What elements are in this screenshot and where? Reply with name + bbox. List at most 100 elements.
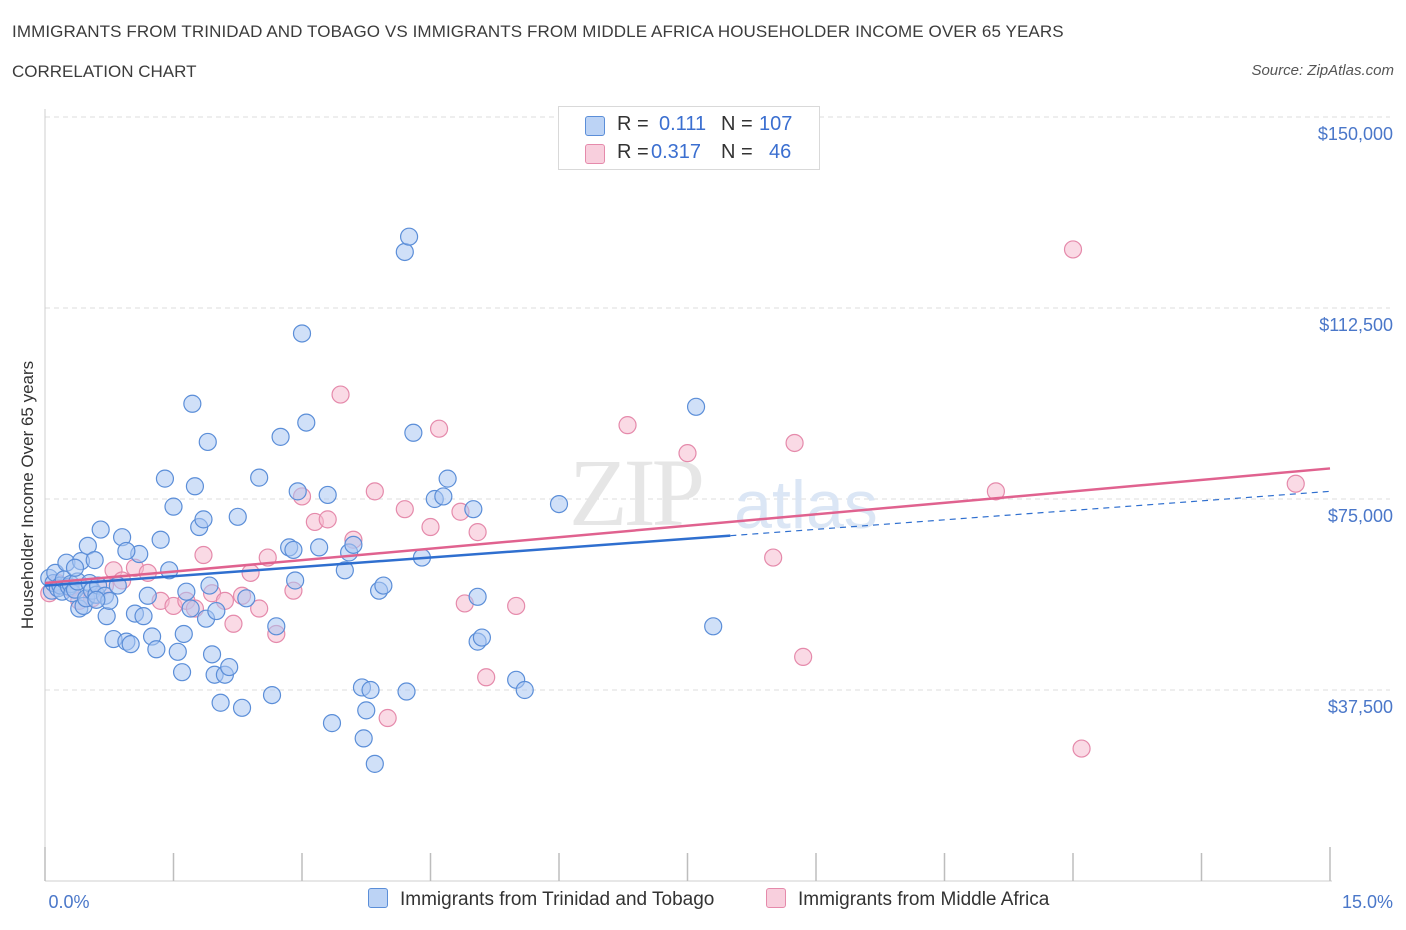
legend-r-label: R =: [617, 113, 649, 135]
trinidad-tobago-point: [267, 617, 286, 636]
watermark: ZIP atlas: [569, 439, 878, 546]
y-tick-label: $75,000: [1328, 506, 1393, 526]
trinidad-tobago-point: [168, 642, 187, 661]
middle-africa-point: [477, 668, 496, 687]
y-tick-label: $37,500: [1328, 697, 1393, 717]
middle-africa-point: [429, 419, 449, 438]
middle-africa-point: [194, 545, 213, 565]
trinidad-tobago-point: [147, 640, 166, 659]
x-tick-label: 15.0%: [1342, 892, 1393, 912]
middle-africa-point: [395, 500, 414, 519]
trinidad-tobago-point: [194, 510, 213, 529]
trinidad-tobago-point: [138, 586, 157, 605]
trinidad-tobago-point: [357, 701, 376, 720]
trinidad-tobago-point: [87, 590, 106, 609]
middle-africa-point: [618, 416, 637, 435]
trinidad-tobago-point: [155, 469, 175, 488]
middle-africa-point: [764, 548, 783, 567]
bottom-legend-middle-africa: Immigrants from Middle Africa: [766, 888, 1049, 911]
trinidad-tobago-point: [185, 477, 205, 496]
trinidad-tobago-point: [237, 589, 256, 608]
middle-africa-point: [1072, 739, 1091, 758]
trinidad-tobago-point: [515, 680, 534, 700]
trinidad-tobago-point: [211, 693, 230, 712]
trinidad-tobago-point: [172, 663, 192, 682]
trinidad-tobago-point: [438, 469, 457, 488]
trinidad-tobago-point: [65, 558, 85, 577]
middle-africa-point: [785, 433, 804, 453]
trinidad-tobago-point: [374, 576, 393, 595]
bottom-legend-trinidad: Immigrants from Trinidad and Tobago: [368, 888, 714, 911]
middle-africa-point: [678, 444, 697, 463]
trinidad-tobago-point: [310, 538, 329, 557]
trinidad-tobago-point: [198, 432, 217, 452]
middle-africa-point: [1286, 474, 1305, 493]
middle-africa-point: [421, 517, 440, 537]
middle-africa-point: [507, 596, 526, 616]
trinidad-tobago-point: [174, 624, 193, 644]
trinidad-tobago-point: [117, 541, 136, 561]
trinidad-tobago-point: [361, 680, 380, 700]
trinidad-tobago-point: [686, 397, 706, 416]
trinidad-tobago-point: [468, 587, 487, 606]
trinidad-tobago-point: [399, 227, 419, 246]
middle-africa-point: [1063, 240, 1083, 259]
trinidad-tobago-point: [97, 607, 116, 626]
middle-africa-point: [365, 482, 384, 501]
legend-n-value: 46: [769, 141, 792, 163]
gridlines: [45, 116, 1390, 691]
trinidad-tobago-point: [344, 535, 363, 554]
trinidad-tobago-point: [704, 617, 723, 636]
trinidad-tobago-point: [288, 482, 307, 501]
trinidad-tobago-point: [262, 685, 282, 705]
trinidad-tobago-point: [207, 601, 226, 621]
legend-n-value: 107: [759, 113, 793, 135]
legend-r-value: 0.111: [659, 113, 707, 135]
y-tick-label: $112,500: [1319, 315, 1393, 335]
bottom-legend-label: Immigrants from Trinidad and Tobago: [400, 889, 715, 910]
legend-swatch-blue: [585, 116, 605, 136]
chart-subtitle: CORRELATION CHART: [12, 62, 197, 81]
middle-africa-point: [378, 708, 397, 728]
trinidad-tobago-point: [220, 657, 239, 677]
trinidad-tobago-point: [134, 607, 153, 626]
middle-africa-point: [224, 614, 243, 633]
trinidad-tobago-point: [284, 540, 303, 560]
bottom-legend-swatch-pink: [766, 888, 786, 908]
middle-africa-point: [250, 599, 269, 618]
middle-africa-point: [986, 482, 1006, 501]
legend-n-label: N =: [721, 141, 753, 163]
trinidad-tobago-point: [91, 520, 110, 539]
correlation-legend: R = 0.111 N = 107 R = 0.317 N = 46: [558, 106, 820, 170]
legend-n-label: N =: [721, 113, 753, 135]
x-tick-label: 0.0%: [48, 892, 89, 912]
trinidad-tobago-point: [85, 551, 104, 570]
tick-labels: $37,500 $75,000 $112,500 $150,000 0.0% 15.0%: [48, 124, 1393, 912]
trend-lines: [44, 467, 1331, 587]
axes: [44, 109, 1332, 882]
trinidad-tobago-point: [232, 698, 252, 717]
bottom-legend-label: Immigrants from Middle Africa: [798, 889, 1050, 910]
source-label: Source: ZipAtlas.com: [1251, 62, 1394, 79]
trinidad-tobago-point: [151, 530, 170, 549]
trinidad-tobago-point: [549, 494, 569, 514]
trinidad-tobago-point: [292, 324, 312, 343]
watermark-atlas: atlas: [734, 467, 878, 543]
middle-africa-point: [794, 647, 813, 666]
legend-swatch-pink: [585, 144, 605, 164]
trinidad-tobago-point: [472, 628, 491, 647]
trinidad-tobago-point: [434, 487, 453, 506]
middle-africa-point: [318, 510, 337, 529]
trinidad-tobago-point: [335, 561, 354, 580]
trinidad-tobago-point: [250, 468, 269, 487]
legend-r-value: 0.317: [651, 141, 702, 163]
y-tick-label: $150,000: [1318, 124, 1393, 144]
trinidad-tobago-point: [404, 423, 423, 442]
middle-africa-point: [468, 523, 487, 542]
trinidad-tobago-point: [464, 500, 483, 519]
trinidad-tobago-point: [202, 645, 222, 664]
middle-africa-trend-line: [44, 467, 1331, 585]
trinidad-tobago-point: [200, 576, 219, 595]
trinidad-tobago-point: [181, 599, 200, 618]
